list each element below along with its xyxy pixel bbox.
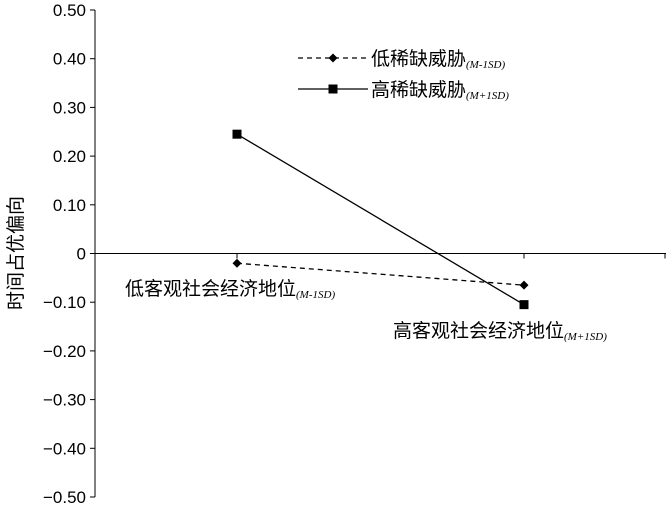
square-marker bbox=[328, 84, 338, 94]
series-line bbox=[236, 262, 525, 286]
series-1 bbox=[232, 129, 529, 310]
y-axis-title: 时间占优偏向 bbox=[5, 196, 27, 310]
y-tick-label: 0 bbox=[77, 245, 86, 264]
y-axis: 0.50 0.40 0.30 0.20 0.10 0 −0.10 −0.20 −0.30 −0.4… bbox=[43, 1, 96, 507]
y-tick-label: −0.40 bbox=[43, 439, 86, 458]
series-0 bbox=[232, 258, 529, 290]
legend-label: 高稀缺威胁(M+1SD) bbox=[371, 79, 509, 102]
y-tick-label: 0.30 bbox=[53, 98, 86, 117]
y-tick-label: 0.50 bbox=[53, 1, 86, 20]
diamond-marker bbox=[328, 53, 338, 63]
category-label: 高客观社会经济地位(M+1SD) bbox=[393, 320, 607, 343]
square-marker bbox=[519, 300, 529, 310]
y-tick-label: 0.40 bbox=[53, 50, 86, 69]
square-marker bbox=[232, 129, 242, 139]
legend-label: 低稀缺威胁(M-1SD) bbox=[371, 48, 505, 71]
y-tick-label: −0.50 bbox=[43, 488, 86, 507]
y-tick-label: −0.10 bbox=[43, 293, 86, 312]
series-line bbox=[236, 133, 525, 306]
category-labels: 低客观社会经济地位(M-1SD) 高客观社会经济地位(M+1SD) bbox=[125, 278, 607, 343]
y-tick-label: −0.20 bbox=[43, 342, 86, 361]
y-tick-label: 0.10 bbox=[53, 196, 86, 215]
legend: 低稀缺威胁(M-1SD) 高稀缺威胁(M+1SD) bbox=[298, 48, 509, 102]
category-label: 低客观社会经济地位(M-1SD) bbox=[125, 278, 335, 301]
y-tick-label: 0.20 bbox=[53, 147, 86, 166]
series-layer bbox=[232, 129, 529, 310]
y-tick-label: −0.30 bbox=[43, 391, 86, 410]
zero-line bbox=[95, 253, 666, 259]
diamond-marker bbox=[519, 280, 529, 290]
diamond-marker bbox=[232, 258, 242, 268]
